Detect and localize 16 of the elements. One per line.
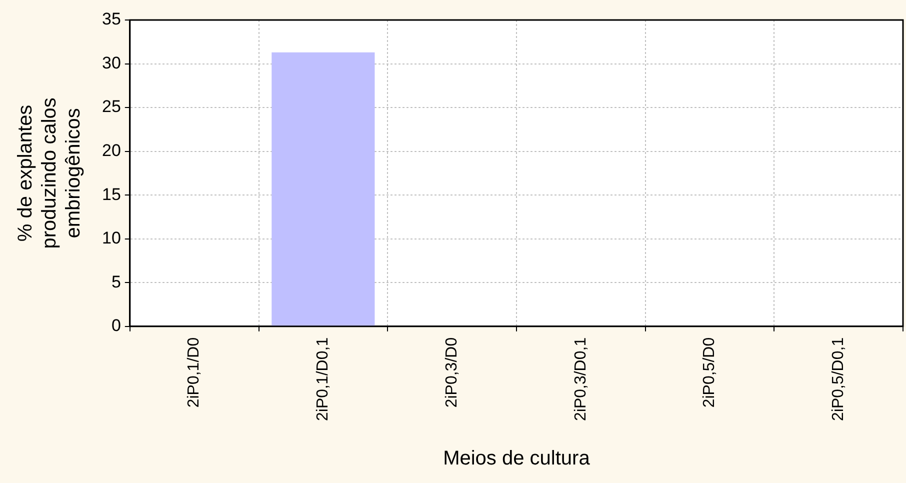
- x-tick-label: 2iP0,1/D0: [186, 337, 203, 408]
- y-tick-label: 35: [102, 10, 121, 29]
- y-tick-label: 30: [102, 53, 121, 72]
- y-tick-label: 5: [111, 272, 121, 292]
- y-tick-label: 25: [102, 97, 121, 116]
- y-tick-label: 10: [102, 228, 121, 248]
- x-tick-label: 2iP0,5/D0,1: [830, 337, 847, 421]
- y-tick-label: 15: [102, 184, 121, 204]
- y-axis-title: % de explantes produzindo calos embriogênicos: [14, 98, 85, 249]
- x-tick-label: 2iP0,3/D0: [443, 337, 460, 408]
- x-axis-title: Meios de cultura: [443, 448, 591, 470]
- y-tick-label: 0: [111, 316, 121, 336]
- x-tick-label: 2iP0,3/D0,1: [572, 337, 590, 421]
- x-tick-label: 2iP0,5/D0: [701, 337, 718, 408]
- y-tick-label: 20: [102, 141, 121, 160]
- x-tick-label: 2iP0,1/D0,1: [314, 337, 332, 421]
